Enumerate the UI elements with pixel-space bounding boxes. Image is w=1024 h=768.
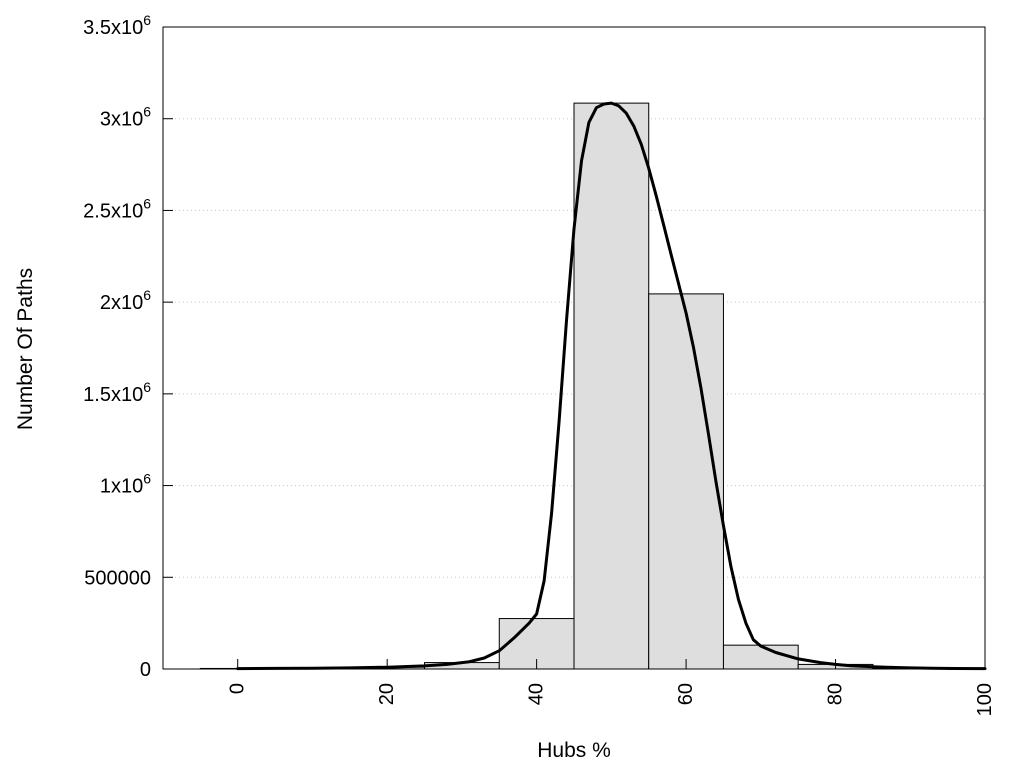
x-tick-label-4: 80 (825, 683, 847, 705)
y-axis-title: Number Of Paths (14, 268, 37, 430)
y-tick-label-5: 2.5x106 (83, 195, 151, 222)
y-axis-ticks: 0 500000 1x106 1.5x106 2x106 2.5x106 3x106 3.5x… (83, 12, 173, 681)
density-curve (236, 101, 987, 671)
y-tick-label-4: 2x106 (100, 287, 151, 314)
x-axis-ticks: 0 20 40 60 80 100 (227, 659, 996, 716)
density-curve-line (236, 101, 987, 671)
y-tick-label-7: 3.5x106 (83, 12, 151, 39)
x-tick-label-2: 40 (526, 683, 548, 705)
histogram-bar-6 (648, 293, 724, 670)
x-axis-title: Hubs % (537, 739, 611, 762)
grid-lines (163, 118, 985, 578)
plot-frame (162, 26, 986, 670)
y-tick-label-0: 0 (140, 659, 151, 681)
y-tick-label-3: 1.5x106 (83, 379, 151, 406)
y-tick-label-6: 3x106 (100, 104, 151, 131)
x-tick-label-5: 100 (974, 683, 996, 716)
y-tick-label-2: 1x106 (100, 471, 151, 498)
histogram-bars (199, 102, 986, 670)
histogram-bar-5 (573, 102, 650, 670)
x-tick-label-1: 20 (376, 683, 398, 705)
x-tick-label-3: 60 (675, 683, 697, 705)
y-tick-label-1: 500000 (84, 567, 151, 589)
x-tick-label-0: 0 (227, 683, 249, 694)
